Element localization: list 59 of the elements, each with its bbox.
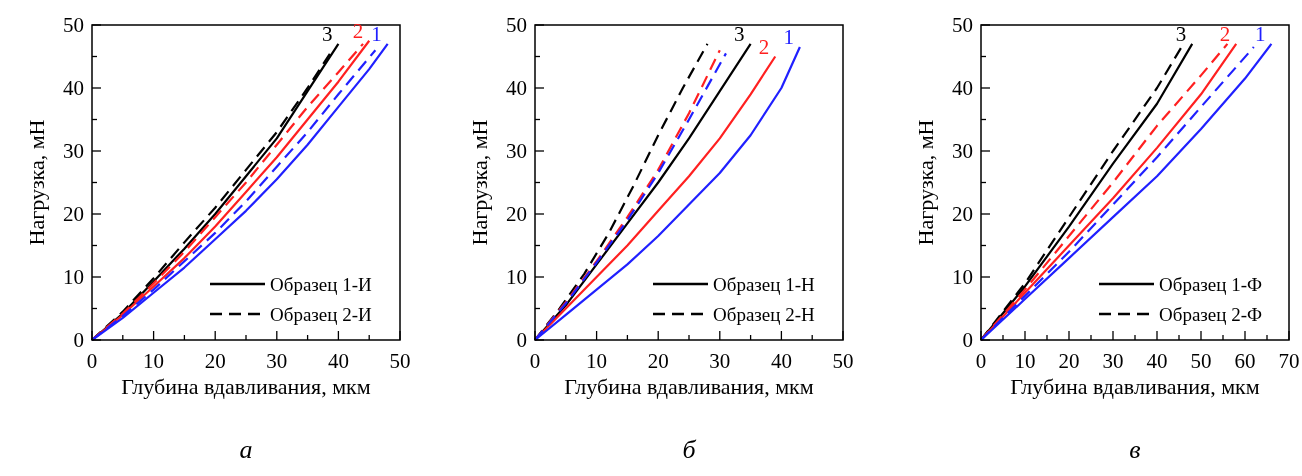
x-tick-label: 40 bbox=[1146, 349, 1168, 373]
x-tick-label: 20 bbox=[204, 349, 226, 373]
y-axis-title: Нагрузка, мН bbox=[467, 119, 492, 246]
y-tick-label: 30 bbox=[63, 139, 84, 163]
x-tick-label: 40 bbox=[770, 349, 792, 373]
x-tick-label: 20 bbox=[647, 349, 669, 373]
annotation: 3 bbox=[734, 21, 745, 46]
annotation: 3 bbox=[321, 21, 333, 46]
y-tick-label: 20 bbox=[506, 202, 527, 226]
x-tick-label: 50 bbox=[389, 349, 411, 373]
y-tick-label: 0 bbox=[73, 328, 84, 352]
y-tick-label: 10 bbox=[63, 265, 84, 289]
y-tick-label: 30 bbox=[506, 139, 527, 163]
text: а bbox=[239, 435, 253, 464]
x-axis-title: Глубина вдавливания, мкм bbox=[1010, 374, 1260, 399]
x-tick-label: 50 bbox=[1190, 349, 1212, 373]
text: б bbox=[682, 435, 697, 464]
y-tick-label: 0 bbox=[516, 328, 527, 352]
x-tick-label: 10 bbox=[586, 349, 608, 373]
x-axis-title: Глубина вдавливания, мкм bbox=[121, 374, 371, 399]
annotation: 1 bbox=[1254, 21, 1266, 46]
legend-label: Образец 1-Н bbox=[713, 274, 815, 295]
annotation: 1 bbox=[783, 25, 794, 50]
x-axis-title: Глубина вдавливания, мкм bbox=[564, 374, 814, 399]
annotation: 1 bbox=[371, 21, 382, 46]
y-tick-label: 40 bbox=[952, 76, 973, 100]
x-tick-label: 20 bbox=[1058, 349, 1080, 373]
x-tick-label: 30 bbox=[266, 349, 288, 373]
y-tick-label: 10 bbox=[952, 265, 973, 289]
y-tick-label: 20 bbox=[952, 202, 973, 226]
y-axis-title: Нагрузка, мН bbox=[24, 119, 49, 246]
annotation: 2 bbox=[352, 18, 364, 43]
legend-label: Образец 1-Ф bbox=[1159, 274, 1263, 295]
y-tick-label: 50 bbox=[506, 13, 527, 37]
y-tick-label: 50 bbox=[63, 13, 84, 37]
annotation: 2 bbox=[1219, 21, 1231, 46]
x-tick-label: 10 bbox=[143, 349, 165, 373]
x-tick-label: 30 bbox=[709, 349, 731, 373]
y-tick-label: 40 bbox=[63, 76, 84, 100]
y-tick-label: 0 bbox=[962, 328, 973, 352]
y-tick-label: 40 bbox=[506, 76, 527, 100]
y-tick-label: 10 bbox=[506, 265, 527, 289]
y-axis-title: Нагрузка, мН bbox=[913, 119, 938, 246]
legend-label: Образец 2-И bbox=[270, 304, 372, 325]
x-tick-label: 30 bbox=[1102, 349, 1124, 373]
x-tick-label: 50 bbox=[832, 349, 854, 373]
x-tick-label: 40 bbox=[327, 349, 349, 373]
legend-label: Образец 2-Н bbox=[713, 304, 815, 325]
annotation: 3 bbox=[1175, 21, 1187, 46]
y-tick-label: 50 bbox=[952, 13, 973, 37]
legend-label: Образец 2-Ф bbox=[1159, 304, 1263, 325]
y-tick-label: 30 bbox=[952, 139, 973, 163]
x-tick-label: 60 bbox=[1234, 349, 1256, 373]
text: в bbox=[1129, 435, 1141, 464]
x-tick-label: 10 bbox=[1014, 349, 1036, 373]
legend-label: Образец 1-И bbox=[270, 274, 372, 295]
x-tick-label: 70 bbox=[1278, 349, 1300, 373]
y-tick-label: 20 bbox=[63, 202, 84, 226]
annotation: 2 bbox=[758, 34, 770, 59]
